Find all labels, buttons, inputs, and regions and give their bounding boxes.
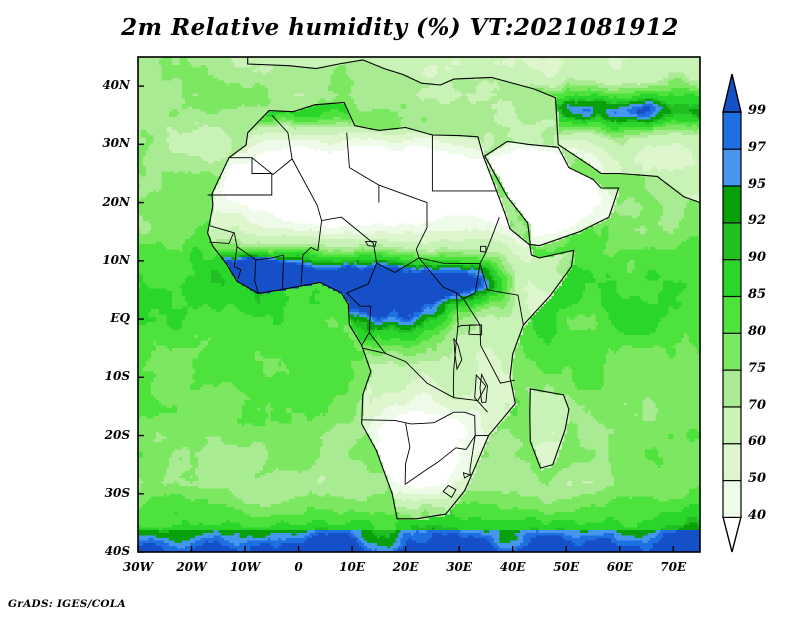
colorbar-tick-label: 97 bbox=[748, 139, 767, 155]
colorbar-tick-label: 70 bbox=[748, 397, 767, 413]
x-tick-label: 30E bbox=[446, 560, 473, 574]
colorbar bbox=[722, 73, 742, 553]
y-tick-label: 20S bbox=[104, 427, 130, 442]
x-tick-label: 60E bbox=[606, 560, 633, 574]
colorbar-tick-label: 60 bbox=[748, 434, 767, 450]
colorbar-tick-label: 85 bbox=[748, 287, 767, 303]
coastlines-and-borders bbox=[207, 57, 700, 520]
chart-title: 2m Relative humidity (%) VT:2021081912 bbox=[121, 14, 679, 41]
humidity-field bbox=[138, 57, 700, 552]
x-tick-label: 50E bbox=[553, 560, 580, 574]
x-tick-label: 20E bbox=[392, 560, 419, 574]
colorbar-tick-label: 80 bbox=[748, 323, 767, 339]
y-tick-label: 40N bbox=[102, 78, 130, 93]
x-tick-label: 70E bbox=[660, 560, 687, 574]
x-tick-label: 0 bbox=[294, 560, 303, 574]
x-tick-label: 10W bbox=[229, 560, 261, 574]
colorbar-tick-label: 75 bbox=[748, 360, 767, 376]
colorbar-tick-label: 95 bbox=[748, 176, 767, 192]
y-tick-label: EQ bbox=[110, 311, 130, 326]
y-tick-label: 20N bbox=[102, 194, 130, 209]
colorbar-tick-label: 99 bbox=[748, 103, 767, 118]
x-tick-label: 40E bbox=[499, 560, 526, 574]
x-tick-label: 30W bbox=[122, 560, 154, 574]
y-tick-label: 10N bbox=[102, 252, 130, 267]
y-tick-label: 40S bbox=[104, 544, 130, 558]
colorbar-tick-label: 92 bbox=[748, 213, 767, 229]
credit-text: GrADS: IGES/COLA bbox=[8, 598, 126, 610]
plot-frame bbox=[137, 56, 701, 553]
colorbar-tick-label: 50 bbox=[748, 471, 767, 487]
y-tick-label: 10S bbox=[104, 369, 130, 384]
colorbar-tick-label: 40 bbox=[748, 508, 767, 523]
x-tick-label: 20W bbox=[176, 560, 207, 574]
y-tick-label: 30N bbox=[102, 136, 130, 151]
x-tick-label: 10E bbox=[339, 560, 366, 574]
colorbar-tick-label: 90 bbox=[748, 250, 767, 266]
y-tick-label: 30S bbox=[104, 485, 130, 500]
axis-ticks bbox=[137, 85, 674, 553]
